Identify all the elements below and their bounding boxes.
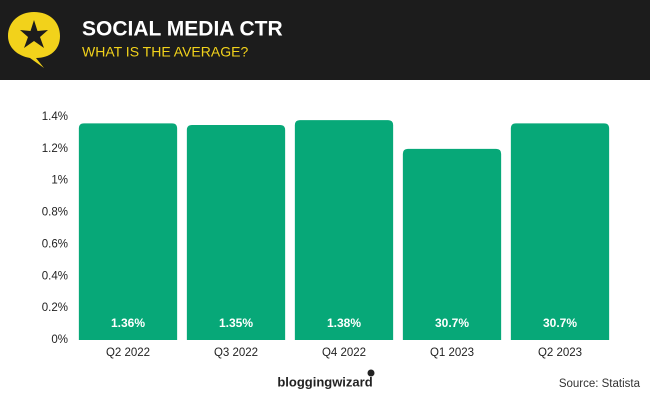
bar [294, 120, 394, 340]
subtitle: WHAT IS THE AVERAGE? [82, 44, 248, 60]
y-tick-label: 1% [51, 175, 68, 187]
value-label: 1.36% [111, 316, 145, 330]
value-label: 1.35% [219, 316, 253, 330]
y-tick-label: 0.8% [42, 207, 68, 219]
x-tick-label: Q2 2022 [106, 347, 150, 359]
value-label: 30.7% [435, 316, 469, 330]
y-tick-label: 0.2% [42, 302, 68, 314]
y-tick-label: 0.6% [42, 238, 68, 250]
y-tick-label: 1.2% [42, 143, 68, 155]
value-label: 1.38% [327, 316, 361, 330]
bar [78, 123, 178, 340]
brand-dot [367, 369, 375, 377]
x-tick-label: Q1 2023 [430, 347, 474, 359]
title: SOCIAL MEDIA CTR [82, 18, 283, 41]
bar [186, 124, 286, 340]
x-tick-label: Q3 2022 [214, 347, 258, 359]
y-tick-label: 0.4% [42, 270, 68, 282]
logo-icon [8, 12, 60, 68]
header-band [0, 0, 650, 80]
brand: bloggingwizard [277, 374, 372, 389]
value-label: 30.7% [543, 316, 577, 330]
y-tick-label: 1.4% [42, 111, 68, 123]
source: Source: Statista [559, 378, 641, 390]
x-tick-label: Q4 2022 [322, 347, 366, 359]
x-tick-label: Q2 2023 [538, 347, 582, 359]
bar [510, 123, 610, 340]
bar [402, 148, 502, 340]
y-tick-label: 0% [51, 334, 68, 346]
